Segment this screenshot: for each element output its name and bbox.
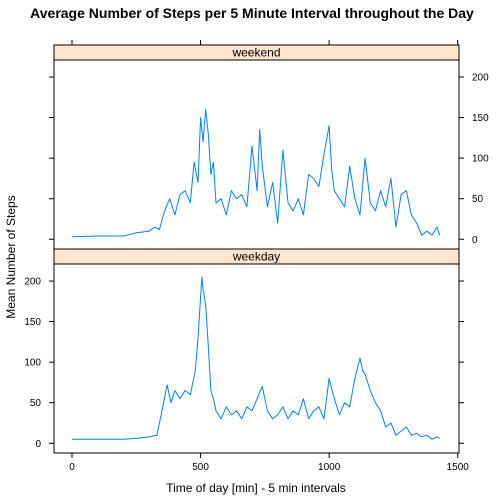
panel-frame-weekday — [53, 263, 460, 454]
x-axis-title: Time of day [min] - 5 min intervals — [166, 481, 346, 495]
panel-frame-weekend — [53, 59, 460, 250]
x-tick-label: 1500 — [447, 462, 470, 473]
ticks-weekday: 0 50 100 150 200 0 500 1000 1500 — [24, 277, 469, 473]
strip-label-weekday: weekday — [232, 250, 280, 264]
y-tick-label-weekend: 50 — [472, 194, 484, 205]
chart-title: Average Number of Steps per 5 Minute Int… — [30, 5, 474, 21]
strip-label-weekend: weekend — [231, 46, 280, 60]
panel-weekday: weekday 0 50 100 150 200 0 500 1000 1500 — [24, 248, 469, 473]
y-tick-label-weekend: 0 — [472, 235, 478, 246]
x-tick-label: 0 — [69, 462, 75, 473]
y-axis-title: Mean Number of Steps — [4, 195, 18, 318]
x-tick-label: 500 — [192, 462, 209, 473]
panel-weekend: weekend 0 50 100 150 200 — [49, 40, 489, 250]
series-line-weekend — [71, 109, 441, 238]
ticks-weekend: 0 50 100 150 200 — [49, 40, 489, 246]
y-tick-label-weekend: 100 — [472, 154, 489, 165]
y-tick-label-weekday: 100 — [24, 358, 41, 369]
y-tick-label-weekday: 150 — [24, 317, 41, 328]
y-tick-label-weekday: 50 — [30, 398, 42, 409]
y-tick-label-weekend: 200 — [472, 73, 489, 84]
series-line-weekday — [72, 276, 440, 440]
x-tick-label: 1000 — [318, 462, 341, 473]
y-tick-label-weekday: 200 — [24, 277, 41, 288]
y-tick-label-weekend: 150 — [472, 113, 489, 124]
y-tick-label-weekday: 0 — [35, 439, 41, 450]
